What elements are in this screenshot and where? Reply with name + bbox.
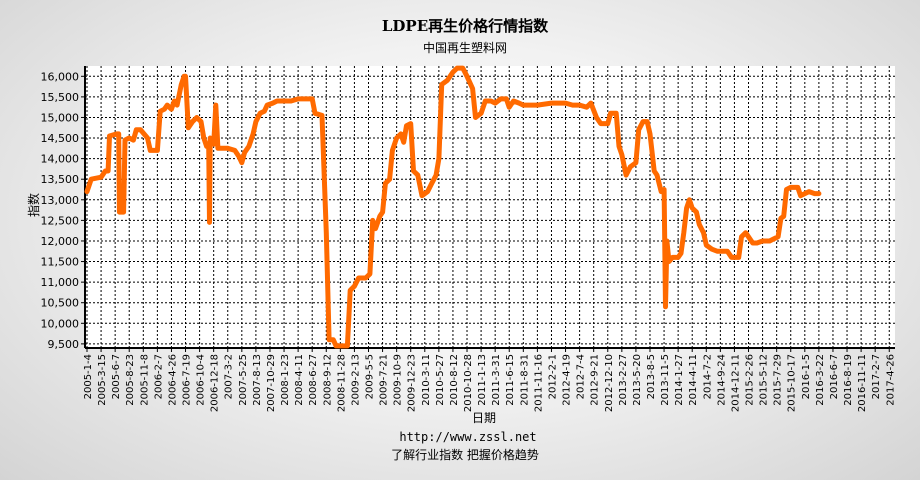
x-tick-label: 2008-6-27 bbox=[308, 354, 319, 406]
x-tick-label: 2016-8-19 bbox=[843, 354, 854, 406]
x-tick-label: 2012-9-21 bbox=[590, 354, 601, 406]
y-tick-label: 12,500 bbox=[41, 214, 80, 227]
x-tick-label: 2017-4-26 bbox=[885, 354, 896, 406]
x-tick-label: 2006-12-18 bbox=[210, 354, 221, 412]
x-tick-label: 2006-7-19 bbox=[182, 354, 193, 406]
x-axis-ticks: 2005-1-4 2005-3-15 2005-6-7 2005-8-23 2005-1… bbox=[83, 348, 896, 412]
x-tick-label: 2016-6-7 bbox=[829, 354, 840, 399]
x-tick-label: 2010-8-12 bbox=[449, 354, 460, 406]
x-tick-label: 2006-10-4 bbox=[196, 354, 207, 406]
x-tick-label: 2011-1-13 bbox=[477, 354, 488, 406]
x-tick-label: 2013-2-27 bbox=[618, 354, 629, 406]
y-tick-label: 12,000 bbox=[41, 235, 80, 248]
y-axis-label: 指数 bbox=[26, 193, 41, 217]
y-tick-label: 14,000 bbox=[41, 153, 80, 166]
x-tick-label: 2009-2-13 bbox=[350, 354, 361, 406]
x-tick-label: 2015-5-12 bbox=[759, 354, 770, 406]
x-tick-label: 2008-11-28 bbox=[336, 354, 347, 412]
x-tick-label: 2012-12-10 bbox=[604, 354, 615, 412]
plot-grid bbox=[85, 66, 895, 348]
x-tick-label: 2006-4-26 bbox=[167, 354, 178, 406]
x-tick-label: 2009-10-9 bbox=[393, 354, 404, 406]
x-tick-label: 2007-10-29 bbox=[266, 354, 277, 412]
y-tick-label: 10,500 bbox=[41, 297, 80, 310]
x-tick-label: 2011-8-31 bbox=[519, 354, 530, 406]
y-tick-label: 16,000 bbox=[41, 70, 80, 83]
x-tick-label: 2012-2-1 bbox=[547, 354, 558, 399]
footer-url: http://www.zssl.net bbox=[399, 430, 536, 444]
chart-subtitle: 中国再生塑料网 bbox=[423, 40, 507, 55]
y-tick-label: 11,500 bbox=[41, 256, 80, 269]
y-tick-label: 10,000 bbox=[41, 317, 80, 330]
x-tick-label: 2013-11-5 bbox=[660, 354, 671, 406]
x-tick-label: 2013-8-5 bbox=[646, 354, 657, 399]
y-tick-label: 15,000 bbox=[41, 111, 80, 124]
footer-slogan: 了解行业指数 把握价格趋势 bbox=[391, 447, 539, 462]
x-tick-label: 2015-10-17 bbox=[787, 354, 798, 412]
x-tick-label: 2014-7-2 bbox=[702, 354, 713, 399]
series-group bbox=[84, 65, 822, 349]
x-tick-label: 2011-3-31 bbox=[491, 354, 502, 406]
x-tick-label: 2010-10-28 bbox=[463, 354, 474, 412]
x-tick-label: 2011-6-15 bbox=[505, 354, 516, 406]
x-tick-label: 2005-1-4 bbox=[83, 354, 94, 399]
y-tick-label: 13,500 bbox=[41, 173, 80, 186]
chart-title: LDPE再生价格行情指数 bbox=[382, 17, 549, 35]
x-tick-label: 2012-4-19 bbox=[562, 354, 573, 406]
x-tick-label: 2009-12-23 bbox=[407, 354, 418, 412]
x-tick-label: 2008-1-23 bbox=[280, 354, 291, 406]
x-tick-label: 2007-3-2 bbox=[224, 354, 235, 399]
x-tick-label: 2014-9-24 bbox=[716, 354, 727, 406]
x-tick-label: 2007-8-13 bbox=[252, 354, 263, 406]
x-tick-label: 2017-2-7 bbox=[871, 354, 882, 399]
x-axis-label: 日期 bbox=[472, 411, 496, 425]
x-tick-label: 2005-3-15 bbox=[97, 354, 108, 406]
x-tick-label: 2010-5-27 bbox=[435, 354, 446, 406]
x-tick-label: 2009-5-5 bbox=[364, 354, 375, 399]
x-tick-label: 2015-2-26 bbox=[745, 354, 756, 406]
x-tick-label: 2014-12-11 bbox=[730, 354, 741, 412]
x-tick-label: 2016-1-5 bbox=[801, 354, 812, 399]
y-tick-label: 9,500 bbox=[48, 338, 80, 351]
x-tick-label: 2014-4-11 bbox=[688, 354, 699, 406]
x-tick-label: 2012-7-4 bbox=[576, 354, 587, 399]
x-tick-label: 2009-7-21 bbox=[379, 354, 390, 406]
x-tick-label: 2008-9-12 bbox=[322, 354, 333, 406]
plot-area bbox=[85, 66, 895, 348]
x-tick-label: 2016-11-11 bbox=[857, 354, 868, 412]
x-tick-label: 2008-4-11 bbox=[294, 354, 305, 406]
x-tick-label: 2014-1-27 bbox=[674, 354, 685, 406]
x-tick-label: 2005-6-7 bbox=[111, 354, 122, 399]
x-tick-label: 2010-3-11 bbox=[421, 354, 432, 406]
x-tick-label: 2015-7-29 bbox=[773, 354, 784, 406]
x-tick-label: 2007-5-25 bbox=[238, 354, 249, 406]
series-line-0 bbox=[84, 65, 822, 349]
x-tick-label: 2013-5-20 bbox=[632, 354, 643, 406]
x-tick-label: 2016-3-22 bbox=[815, 354, 826, 406]
x-tick-label: 2006-2-7 bbox=[153, 354, 164, 399]
x-tick-label: 2005-11-8 bbox=[139, 354, 150, 406]
y-tick-label: 14,500 bbox=[41, 132, 80, 145]
y-tick-label: 15,500 bbox=[41, 91, 80, 104]
plot-axes bbox=[84, 66, 895, 349]
y-tick-label: 11,000 bbox=[41, 276, 80, 289]
x-tick-label: 2011-11-16 bbox=[533, 354, 544, 412]
x-tick-label: 2005-8-23 bbox=[125, 354, 136, 406]
y-tick-label: 13,000 bbox=[41, 194, 80, 207]
y-axis-ticks: 9,500 10,000 10,500 11,000 11,500 12,000 12,50… bbox=[41, 70, 85, 351]
